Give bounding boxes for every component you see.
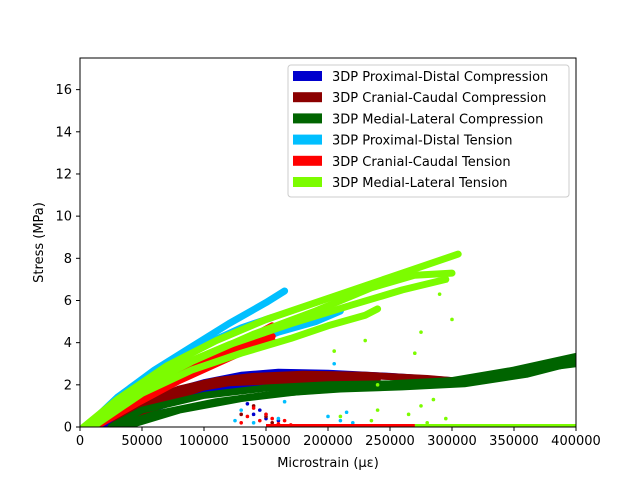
x-tick-label-4: 200000 bbox=[303, 434, 353, 449]
series-4-point-1 bbox=[245, 414, 250, 419]
series-4-point-4 bbox=[264, 412, 268, 417]
series-3-point-8 bbox=[338, 418, 343, 423]
series-5-point-0 bbox=[332, 349, 337, 353]
y-axis-ticks: 0 2 4 6 8 10 12 14 16 bbox=[55, 83, 80, 436]
series-5-point-7 bbox=[419, 330, 423, 334]
y-tick-label-6: 12 bbox=[55, 167, 72, 182]
series-3-point-7 bbox=[332, 361, 337, 366]
series-5-point-10 bbox=[437, 292, 442, 296]
x-tick-label-5: 250000 bbox=[365, 434, 415, 449]
legend-swatch-5 bbox=[293, 177, 322, 187]
series-3-point-1 bbox=[239, 408, 243, 412]
series-3-point-6 bbox=[326, 414, 330, 419]
legend-box bbox=[287, 64, 570, 198]
x-tick-label-0: 0 bbox=[76, 434, 84, 449]
series-4-point-3 bbox=[258, 418, 262, 423]
series-5-point-12 bbox=[444, 416, 448, 421]
legend-label-3: 3DP Proximal-Distal Tension bbox=[332, 134, 512, 149]
series-3-point-4 bbox=[276, 416, 281, 421]
legend-swatch-0 bbox=[293, 71, 322, 81]
x-axis-ticks: 0 50000 100000 150000 200000 250000 300000 3500… bbox=[76, 427, 601, 449]
legend-swatch-1 bbox=[293, 92, 322, 103]
x-tick-label-1: 50000 bbox=[121, 434, 162, 449]
series-2-curve-2 bbox=[119, 360, 576, 427]
series-0-point-4 bbox=[258, 408, 262, 412]
series-2-curve-0 bbox=[107, 352, 576, 427]
y-tick-label-1: 2 bbox=[64, 378, 72, 393]
y-tick-label-0: 0 bbox=[64, 421, 72, 436]
x-tick-label-8: 400000 bbox=[551, 434, 601, 449]
y-tick-label-5: 10 bbox=[55, 210, 72, 225]
series-5-curve-2 bbox=[88, 305, 382, 427]
series-3-point-0 bbox=[233, 418, 237, 423]
legend-swatch-4 bbox=[293, 155, 322, 166]
x-axis-label: Microstrain (με) bbox=[277, 456, 379, 471]
series-1-point-0 bbox=[239, 412, 243, 417]
series-5-curve-0 bbox=[80, 250, 462, 427]
x-tick-label-3: 150000 bbox=[241, 434, 291, 449]
y-tick-label-4: 8 bbox=[64, 252, 72, 267]
series-0-point-1 bbox=[251, 412, 256, 417]
series-5-point-9 bbox=[431, 397, 436, 402]
series-5-point-6 bbox=[413, 351, 417, 356]
plot-data-layer bbox=[80, 250, 576, 427]
series-5-point-3 bbox=[369, 418, 374, 423]
series-5-point-4 bbox=[375, 383, 380, 387]
series-3-point-9 bbox=[344, 410, 349, 415]
series-5-point-14 bbox=[375, 408, 380, 412]
series-5-point-2 bbox=[363, 338, 368, 343]
series-1-point-3 bbox=[270, 420, 275, 425]
series-5-point-11 bbox=[450, 317, 454, 322]
legend-label-2: 3DP Medial-Lateral Compression bbox=[332, 112, 543, 127]
legend-swatch-2 bbox=[293, 113, 322, 124]
series-3-point-5 bbox=[282, 399, 287, 404]
series-5-point-5 bbox=[406, 412, 411, 417]
series-5-point-1 bbox=[338, 414, 343, 419]
y-tick-label-8: 16 bbox=[55, 83, 72, 98]
legend-label-5: 3DP Medial-Lateral Tension bbox=[332, 176, 508, 191]
legend-label-4: 3DP Cranial-Caudal Tension bbox=[332, 155, 511, 170]
series-4-point-5 bbox=[270, 416, 275, 421]
y-tick-label-2: 4 bbox=[64, 336, 72, 351]
series-4-point-0 bbox=[239, 420, 243, 425]
series-2 bbox=[107, 352, 576, 427]
y-tick-label-7: 14 bbox=[55, 125, 72, 140]
series-5 bbox=[80, 250, 576, 427]
series-5-curve-3 bbox=[85, 269, 456, 427]
series-3-point-10 bbox=[351, 420, 355, 425]
y-axis-label: Stress (MPa) bbox=[32, 202, 47, 283]
y-tick-label-3: 6 bbox=[64, 294, 72, 309]
x-tick-label-7: 350000 bbox=[489, 434, 539, 449]
series-4-point-8 bbox=[289, 423, 293, 427]
series-3-point-2 bbox=[251, 420, 256, 425]
series-0-point-0 bbox=[245, 402, 250, 406]
series-4-point-2 bbox=[251, 406, 256, 410]
series-5-point-8 bbox=[425, 420, 430, 425]
legend-swatch-3 bbox=[293, 134, 322, 145]
series-4-point-6 bbox=[276, 422, 281, 426]
series-5-point-13 bbox=[419, 404, 423, 408]
series-4-point-7 bbox=[282, 418, 287, 423]
legend-label-1: 3DP Cranial-Caudal Compression bbox=[332, 91, 546, 106]
x-tick-label-2: 100000 bbox=[179, 434, 229, 449]
legend-label-0: 3DP Proximal-Distal Compression bbox=[332, 70, 548, 85]
legend: 3DP Proximal-Distal Compression 3DP Crani… bbox=[287, 64, 570, 198]
x-tick-label-6: 300000 bbox=[427, 434, 477, 449]
